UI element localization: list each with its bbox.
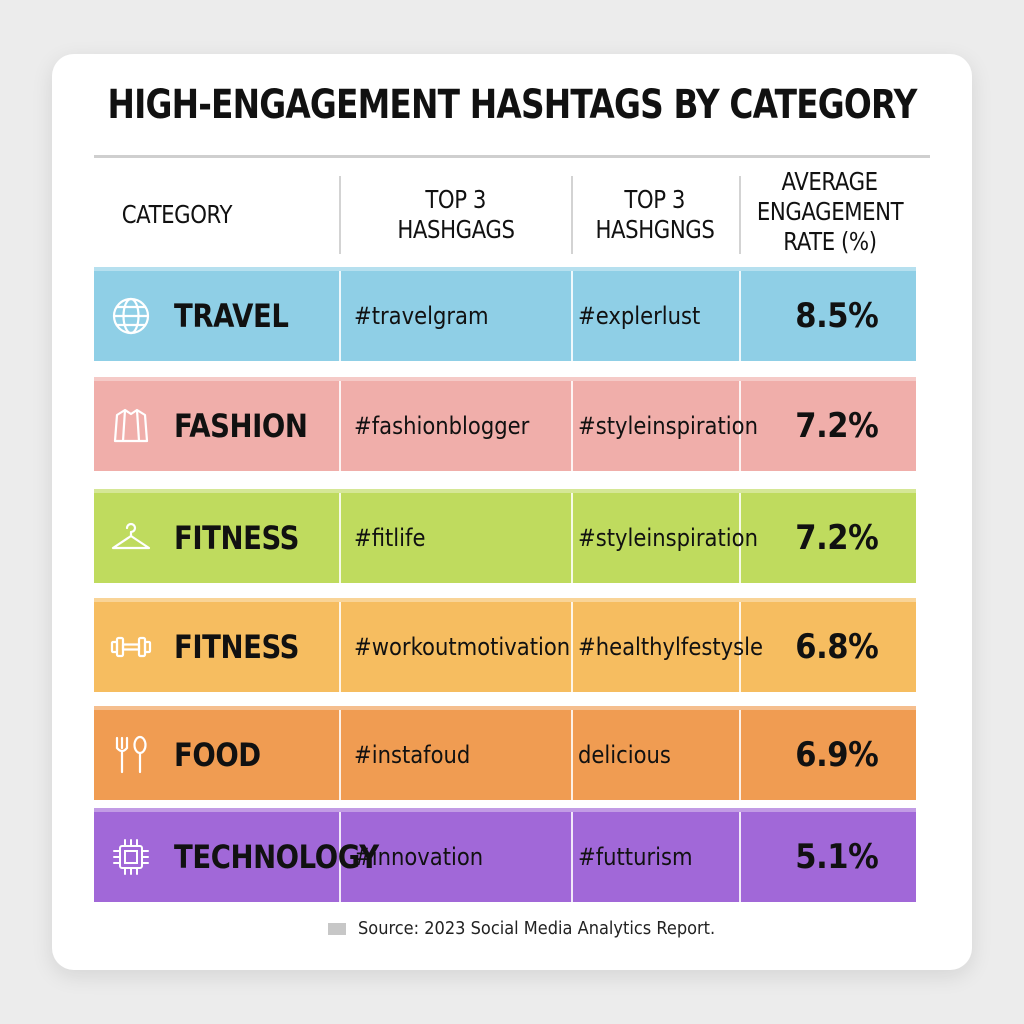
column-header-hashtags-2: TOP 3 HASHGNGS xyxy=(572,176,738,254)
table-row: FASHION #fashionblogger #styleinspiration 7… xyxy=(94,377,916,471)
hashtag-2: #styleinspiration xyxy=(578,412,758,440)
hashtag-2: #explerlust xyxy=(578,302,701,330)
engagement-rate: 5.1% xyxy=(794,837,879,877)
category-label: FITNESS xyxy=(174,519,300,557)
engagement-rate: 6.9% xyxy=(794,735,879,775)
title-divider xyxy=(94,155,930,158)
cell-divider xyxy=(739,381,741,471)
shirt-icon xyxy=(110,405,152,447)
hashtag-1: #innovation xyxy=(354,843,484,871)
cell-divider xyxy=(339,381,341,471)
cell-divider xyxy=(339,493,341,583)
column-header-hashtags-1: TOP 3 HASHGAGS xyxy=(340,176,572,254)
hashtag-2: delicious xyxy=(578,741,671,769)
hashtag-2: #futturism xyxy=(578,843,693,871)
cell-divider xyxy=(339,602,341,692)
category-label: FASHION xyxy=(174,407,308,445)
cell-divider xyxy=(571,271,573,361)
source-note: Source: 2023 Social Media Analytics Repo… xyxy=(328,918,755,939)
category-label: FITNESS xyxy=(174,628,300,666)
cell-divider xyxy=(739,812,741,902)
table-row: TRAVEL #travelgram #explerlust 8.5% xyxy=(94,267,916,361)
category-label: TRAVEL xyxy=(174,297,289,335)
cell-divider xyxy=(339,812,341,902)
hashtag-1: #travelgram xyxy=(354,302,489,330)
cell-divider xyxy=(739,271,741,361)
source-marker xyxy=(328,922,346,935)
chip-icon xyxy=(110,836,152,878)
cell-divider xyxy=(571,381,573,471)
hashtag-2: #healthylfestysle xyxy=(578,633,764,661)
hashtag-1: #fitlife xyxy=(354,524,426,552)
dumbbell-icon xyxy=(110,626,152,668)
header-divider xyxy=(339,176,341,254)
category-label: TECHNOLOGY xyxy=(174,838,379,876)
column-header-line: HASHGAGS xyxy=(397,215,515,244)
engagement-rate: 8.5% xyxy=(794,296,879,336)
column-header-category-line: CATEGORY xyxy=(121,200,233,229)
cell-divider xyxy=(739,493,741,583)
table-row: FITNESS #fitlife #styleinspiration 7.2% xyxy=(94,489,916,583)
column-header-line: TOP 3 xyxy=(624,185,686,214)
table-row: TECHNOLOGY #innovation #futturism 5.1% xyxy=(94,808,916,902)
cell-divider xyxy=(739,710,741,800)
cell-divider xyxy=(571,710,573,800)
column-header-line: AVERAGE xyxy=(781,167,879,196)
source-text: Source: 2023 Social Media Analytics Repo… xyxy=(358,918,716,939)
engagement-rate: 7.2% xyxy=(794,406,879,446)
engagement-rate: 7.2% xyxy=(794,518,879,558)
hashtag-1: #fashionblogger xyxy=(354,412,530,440)
header-divider xyxy=(571,176,573,254)
cell-divider xyxy=(571,493,573,583)
column-header-line: TOP 3 xyxy=(425,185,487,214)
header-divider xyxy=(739,176,741,254)
column-header-line: HASHGNGS xyxy=(595,215,715,244)
chart-title: HIGH-ENGAGEMENT HASHTAGS BY CATEGORY xyxy=(107,82,917,128)
table-row: FOOD #instafoud delicious 6.9% xyxy=(94,706,916,800)
hashtag-1: #instafoud xyxy=(354,741,471,769)
cell-divider xyxy=(739,602,741,692)
column-header-line: ENGAGEMENT xyxy=(756,197,904,226)
hashtag-1: #workoutmotivation xyxy=(354,633,571,661)
hashtag-2: #styleinspiration xyxy=(578,524,758,552)
hanger-icon xyxy=(110,517,152,559)
column-header-line: RATE (%) xyxy=(783,227,877,256)
cell-divider xyxy=(339,271,341,361)
column-header-engagement-rate: AVERAGE ENGAGEMENT RATE (%) xyxy=(740,160,920,264)
cell-divider xyxy=(339,710,341,800)
cell-divider xyxy=(571,602,573,692)
column-header-category: CATEGORY xyxy=(94,176,260,254)
category-label: FOOD xyxy=(174,736,261,774)
cell-divider xyxy=(571,812,573,902)
table-row: FITNESS #workoutmotivation #healthylfestys… xyxy=(94,598,916,692)
globe-icon xyxy=(110,295,152,337)
engagement-rate: 6.8% xyxy=(794,627,879,667)
fork-spoon-icon xyxy=(110,734,152,776)
